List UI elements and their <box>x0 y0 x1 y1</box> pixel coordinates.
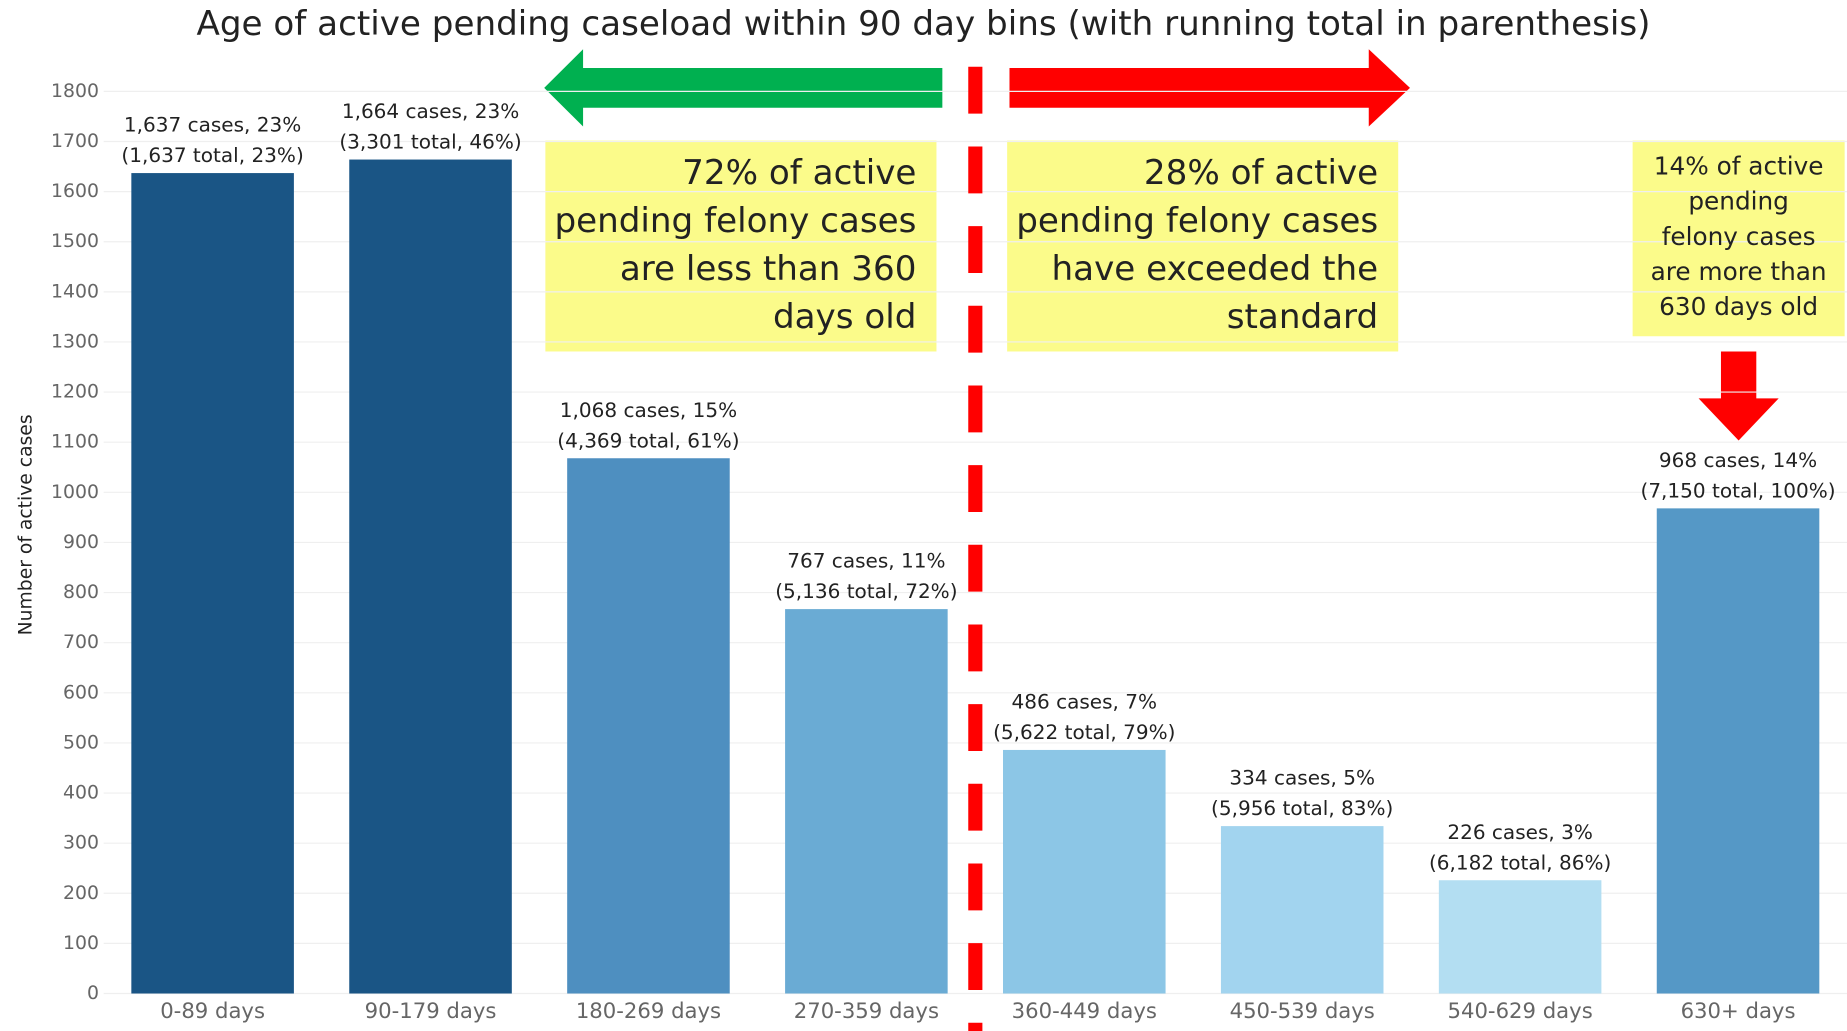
y-tick-label: 1200 <box>51 382 99 403</box>
annotation-box <box>1632 140 1845 337</box>
value-label: 1,068 cases, 15% <box>560 398 737 422</box>
x-tick-label: 180-269 days <box>576 998 721 1023</box>
annotation-text: standard <box>1227 297 1378 337</box>
annotation-text: 14% of active <box>1654 152 1824 181</box>
annotation-text: days old <box>773 297 916 337</box>
annotation-box <box>545 140 937 352</box>
annotation-text: pending felony cases <box>554 201 916 241</box>
annotation-text: 630 days old <box>1659 292 1818 321</box>
bar <box>785 609 948 994</box>
value-label: 1,637 cases, 23% <box>124 113 301 137</box>
annotations: 72% of active pending felony cases are les… <box>554 152 1826 338</box>
y-tick-label: 0 <box>87 983 99 1004</box>
bar <box>1656 508 1820 994</box>
y-tick-label: 400 <box>63 783 99 804</box>
value-label: 968 cases, 14% <box>1659 448 1817 472</box>
bar <box>131 173 294 994</box>
y-tick-label: 300 <box>63 833 99 854</box>
y-tick-label: 500 <box>63 732 99 753</box>
value-label: 1,664 cases, 23% <box>342 99 519 123</box>
y-tick-label: 700 <box>63 632 99 653</box>
x-tick-label: 270-359 days <box>794 998 939 1023</box>
annotation-text: 72% of active <box>682 153 916 193</box>
value-label: (4,369 total, 61%) <box>557 428 739 452</box>
value-label: (1,637 total, 23%) <box>121 143 303 167</box>
x-tick-label: 0-89 days <box>160 998 265 1023</box>
chart-title: Age of active pending caseload within 90… <box>197 4 1651 44</box>
x-tick-label: 90-179 days <box>365 998 497 1023</box>
annotation-text: 28% of active <box>1144 153 1378 193</box>
y-tick-label: 900 <box>63 532 99 553</box>
y-tick-label: 1100 <box>51 432 99 453</box>
plot: 0 100 200 300 400 500 600 700 800 900 1000 1100 1200… <box>51 81 1847 1023</box>
value-label: (5,622 total, 79%) <box>993 720 1175 744</box>
annotation-text: felony cases <box>1662 222 1816 251</box>
value-label: (5,956 total, 83%) <box>1211 796 1393 820</box>
value-label: (6,182 total, 86%) <box>1429 850 1611 874</box>
value-label: 226 cases, 3% <box>1447 820 1593 844</box>
y-tick-label: 1800 <box>51 81 99 102</box>
bar <box>1220 826 1384 994</box>
annotation-text: are more than <box>1651 257 1827 286</box>
y-tick-label: 100 <box>63 933 99 954</box>
y-tick-label: 1700 <box>51 131 99 152</box>
annotation-box <box>1007 140 1399 352</box>
x-tick-label: 450-539 days <box>1230 998 1375 1023</box>
value-label: 767 cases, 11% <box>787 549 945 573</box>
y-tick-label: 1600 <box>51 181 99 202</box>
y-tick-label: 600 <box>63 682 99 703</box>
y-tick-label: 1500 <box>51 231 99 252</box>
bar <box>1003 749 1166 994</box>
left-arrow <box>544 49 943 127</box>
y-tick-label: 1400 <box>51 281 99 302</box>
y-tick-label: 800 <box>63 582 99 603</box>
y-tick-label: 1300 <box>51 332 99 353</box>
y-axis-label: Number of active cases <box>15 414 36 635</box>
annotation-text: are less than 360 <box>620 249 917 289</box>
annotation-text: pending felony cases <box>1016 201 1378 241</box>
x-tick-label: 540-629 days <box>1448 998 1593 1023</box>
bar <box>349 159 512 994</box>
down-arrow <box>1698 351 1779 441</box>
value-label: (7,150 total, 100%) <box>1641 479 1836 503</box>
value-label: 486 cases, 7% <box>1012 690 1158 714</box>
bar <box>1438 880 1602 994</box>
annotation-text: pending <box>1688 187 1789 216</box>
value-label: (5,136 total, 72%) <box>775 579 957 603</box>
y-tick-label: 1000 <box>51 482 99 503</box>
bar <box>567 458 730 994</box>
x-tick-label: 630+ days <box>1681 998 1796 1023</box>
value-label: 334 cases, 5% <box>1229 766 1375 790</box>
value-label: (3,301 total, 46%) <box>339 130 521 154</box>
y-tick-label: 200 <box>63 883 99 904</box>
x-tick-label: 360-449 days <box>1012 998 1157 1023</box>
annotation-text: have exceeded the <box>1052 249 1379 289</box>
right-arrow <box>1009 49 1410 127</box>
